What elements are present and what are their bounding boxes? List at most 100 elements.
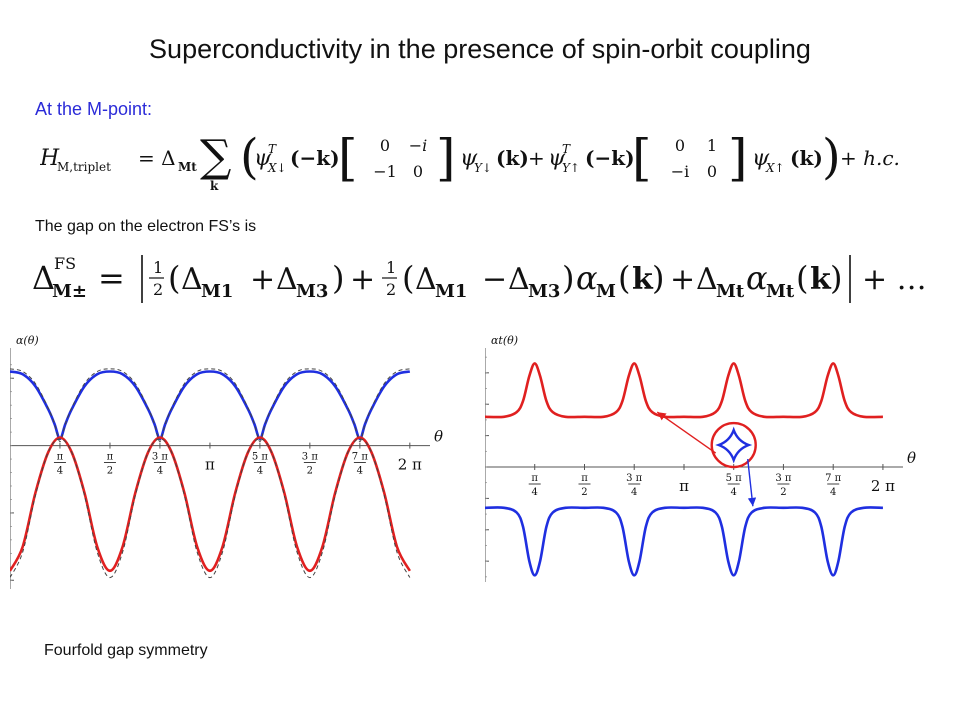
x-tick-label-den: 4 — [631, 487, 637, 498]
eq1-psi1: ψ — [254, 146, 272, 171]
x-tick-label-num: π — [57, 452, 64, 463]
x-axis-label: θ — [907, 449, 916, 467]
y-axis-label: α(θ) — [16, 334, 39, 347]
eq1-tail: + h.c. — [840, 146, 900, 170]
eq1-psi1-sup: T — [268, 142, 277, 156]
fermi-surface-diamond — [715, 426, 753, 464]
gap-equation: Δ FS M± = 1 2 ( Δ M1 + Δ M3 ) + 1 2 ( Δ … — [32, 254, 927, 303]
hamiltonian-equation: H M,triplet = Δ Mt ∑ k ( ψ T X↓ (−k) [ 0… — [40, 129, 900, 193]
eq2-m3: M3 — [296, 281, 328, 302]
eq1-eq: = Δ — [138, 146, 176, 170]
eq2-delta-m1: Δ — [181, 262, 203, 297]
eq1-psi3-sub: Y↑ — [562, 161, 580, 175]
x-tick-label-num: 3 π — [626, 473, 643, 484]
bracket-1-right: ] — [436, 129, 456, 187]
big-paren-left: ( — [240, 129, 259, 185]
x-tick-label-num: π — [531, 473, 538, 484]
eq1-plus: + — [528, 146, 545, 170]
footer-caption: Fourfold gap symmetry — [44, 642, 208, 659]
eq2-m1: M1 — [201, 281, 233, 302]
half2-num: 1 — [386, 258, 396, 277]
m2-r1-c1: 0 — [675, 136, 685, 155]
eq1-lhs-sub: M,triplet — [57, 160, 111, 174]
series-line-1 — [10, 368, 410, 443]
x-tick-label-den: 2 — [307, 466, 313, 477]
eq1-arg3: (−k) — [585, 146, 635, 170]
series-line-1 — [485, 506, 883, 577]
eq1-arg1: (−k) — [290, 146, 340, 170]
x-tick-label-den: 2 — [581, 487, 587, 498]
eq2-delta-m3b: Δ — [508, 262, 530, 297]
paren-b-left: ( — [402, 259, 414, 297]
x-tick-label-den: 4 — [57, 466, 63, 477]
sum-symbol: ∑ — [200, 131, 231, 182]
fermi-surface-ring — [710, 421, 757, 469]
eq2-eq: = — [98, 259, 125, 297]
x-tick-label-num: 3 π — [152, 452, 169, 463]
gap-label: The gap on the electron FS’s is — [35, 218, 257, 235]
x-tick-label-den: 4 — [257, 466, 263, 477]
half1-den: 2 — [153, 280, 163, 299]
x-tick-label-num: 7 π — [825, 473, 842, 484]
eq2-k1: k — [632, 262, 654, 297]
eq2-sub: M± — [52, 281, 87, 302]
eq1-psi4: ψ — [752, 146, 770, 171]
x-tick-label-den: 4 — [830, 487, 836, 498]
eq2-k2: k — [810, 262, 832, 297]
eq2-delta-m1b: Δ — [415, 262, 437, 297]
x-tick-label-den: 2 — [107, 466, 113, 477]
paren-d-right: ) — [830, 259, 842, 297]
paren-a-right: ) — [332, 259, 344, 297]
m1-r2-c1: −1 — [373, 162, 397, 181]
plus-a: + — [250, 262, 275, 297]
m2-r1-c2: 1 — [707, 136, 717, 155]
x-tick-label-den: 4 — [532, 487, 538, 498]
minus-b: − — [482, 262, 507, 297]
eq1-psi3-sup: T — [562, 142, 571, 156]
x-tick-label-num: 7 π — [352, 452, 369, 463]
half2-den: 2 — [386, 280, 396, 299]
x-tick-label-num: 3 π — [302, 452, 319, 463]
eq2-mt: Mt — [716, 281, 745, 302]
x-tick-label-den: 4 — [731, 487, 737, 498]
x-tick-label-den: 4 — [357, 466, 363, 477]
x-tick-label-num: 3 π — [775, 473, 792, 484]
eq2-delta-mt: Δ — [696, 262, 718, 297]
eq1-delta-sub: Mt — [178, 160, 197, 174]
eq2-m1b: M1 — [435, 281, 467, 302]
paren-a-left: ( — [168, 259, 180, 297]
m1-r1-c1: 0 — [380, 136, 390, 155]
arrow-to-red-curve — [656, 411, 717, 454]
x-tick-label-num: 5 π — [726, 473, 743, 484]
eq1-sum-sub: k — [210, 179, 219, 193]
big-paren-right: ) — [822, 129, 841, 185]
eq1-psi3: ψ — [548, 146, 566, 171]
eq1-lhs: H — [40, 146, 60, 171]
x-tick-label: π — [205, 456, 215, 474]
m1-r2-c2: 0 — [413, 162, 423, 181]
plus-b: + — [350, 262, 375, 297]
eq1-arg4: (k) — [790, 146, 823, 170]
m2-r2-c1: −i — [671, 162, 690, 181]
series-line-0 — [10, 370, 411, 441]
eq2-sup: FS — [54, 254, 76, 273]
eq2-tail: + … — [862, 262, 927, 297]
series-line-0 — [485, 362, 883, 419]
eq2-m3b: M3 — [528, 281, 560, 302]
x-tick-label-num: π — [107, 452, 114, 463]
eq1-psi4-sub: X↑ — [765, 161, 785, 175]
x-tick-label-den: 2 — [780, 487, 786, 498]
paren-d-left: ( — [796, 259, 808, 297]
m-point-label: At the M-point: — [35, 99, 153, 119]
eq2-alpha-t: α — [746, 259, 768, 297]
bracket-2-right: ] — [728, 129, 748, 187]
eq2-delta: Δ — [32, 259, 55, 297]
eq2-alpha: α — [576, 259, 598, 297]
bracket-2-left: [ — [632, 129, 652, 187]
y-axis-label: αt(θ) — [491, 334, 518, 347]
x-tick-label: 2 π — [398, 456, 422, 474]
x-tick-label-den: 4 — [157, 466, 163, 477]
x-tick-label-num: 5 π — [252, 452, 269, 463]
